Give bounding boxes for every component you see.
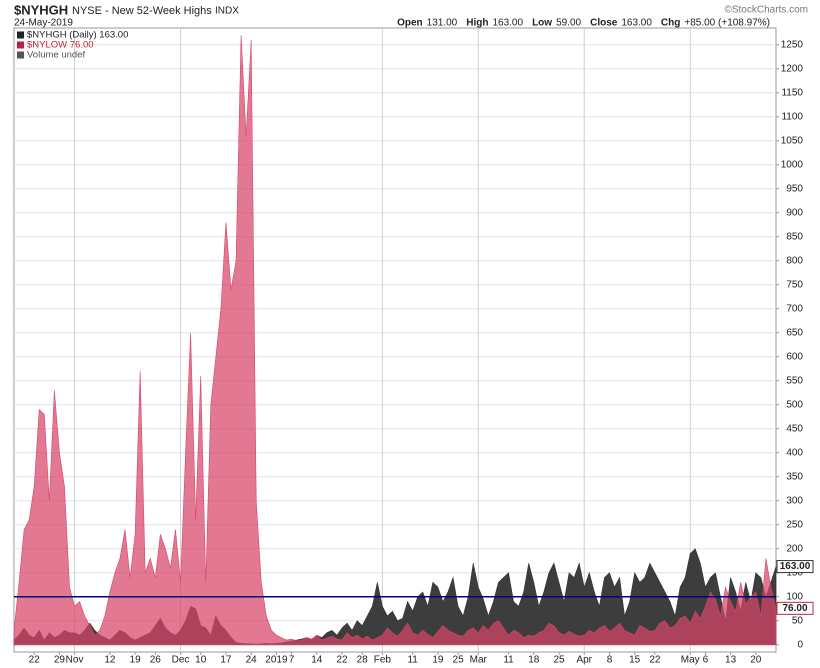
- y-tick-label: 500: [786, 399, 803, 410]
- area: [13, 35, 777, 646]
- x-tick-label: 12: [104, 655, 116, 666]
- x-tick-label: Mar: [470, 655, 488, 666]
- x-tick-label: 25: [453, 655, 465, 666]
- x-tick-label: 24: [246, 655, 258, 666]
- x-tick-label: 13: [725, 655, 737, 666]
- quote-value: 163.00: [621, 18, 652, 29]
- y-tick-label: 600: [786, 351, 803, 362]
- y-tick-label: 550: [786, 375, 803, 386]
- x-tick-label: 28: [357, 655, 369, 666]
- date: 24-May-2019: [14, 18, 73, 29]
- x-tick-label: 17: [220, 655, 232, 666]
- legend-swatch: [17, 51, 24, 59]
- y-tick-label: 400: [786, 447, 803, 458]
- x-tick-label: 14: [311, 655, 323, 666]
- symbol: $NYHGH: [14, 2, 68, 17]
- x-tick-label: 29: [54, 655, 66, 666]
- y-tick-label: 1100: [781, 111, 803, 122]
- quote-value: 163.00: [492, 18, 523, 29]
- y-tick-label: 450: [786, 423, 803, 434]
- quote-value: 131.00: [427, 18, 458, 29]
- x-tick-label: 10: [195, 655, 207, 666]
- x-tick-label: 8: [607, 655, 613, 666]
- y-tick-label: 200: [786, 543, 803, 554]
- legend-label: $NYLOW 76.00: [27, 40, 94, 51]
- x-tick-label: 25: [553, 655, 565, 666]
- y-tick-label: 300: [786, 495, 803, 506]
- x-tick-label: 15: [629, 655, 641, 666]
- y-tick-label: 1200: [781, 63, 804, 74]
- x-tick-label: 18: [528, 655, 540, 666]
- y-tick-label: 250: [786, 519, 803, 530]
- quote-value: +85.00 (+108.97%): [684, 18, 770, 29]
- last-value-tag: [776, 560, 814, 574]
- last-value-label: 163.00: [780, 561, 811, 572]
- legend-label: $NYHGH (Daily) 163.00: [27, 30, 128, 41]
- copyright: ©StockCharts.com: [724, 5, 808, 16]
- y-tick-label: 1250: [781, 39, 804, 50]
- y-tick-label: 800: [786, 255, 803, 266]
- quote-value: 59.00: [556, 18, 581, 29]
- y-tick-label: 700: [786, 303, 803, 314]
- x-tick-label: 22: [649, 655, 661, 666]
- y-tick-label: 1000: [781, 159, 804, 170]
- y-tick-label: 850: [786, 231, 803, 242]
- x-tick-label: 22: [336, 655, 348, 666]
- x-tick-label: May: [681, 655, 700, 666]
- y-tick-label: 950: [786, 183, 803, 194]
- y-tick-label: 50: [792, 615, 804, 626]
- quote-label: High: [466, 18, 488, 29]
- quote-label: Close: [590, 18, 618, 29]
- x-tick-label: Apr: [576, 655, 592, 666]
- x-tick-label: Nov: [66, 655, 84, 666]
- x-tick-label: 26: [150, 655, 162, 666]
- x-tick-label: 19: [432, 655, 444, 666]
- x-tick-label: Dec: [172, 655, 190, 666]
- quote-label: Open: [397, 18, 423, 29]
- x-tick-label: Feb: [374, 655, 392, 666]
- y-tick-label: 0: [797, 639, 803, 650]
- legend-swatch: [17, 31, 24, 39]
- y-tick-label: 1150: [781, 87, 803, 98]
- quote-label: Chg: [661, 18, 680, 29]
- legend-label: Volume undef: [27, 50, 85, 61]
- y-tick-label: 750: [786, 279, 803, 290]
- x-tick-label: 22: [29, 655, 41, 666]
- y-tick-label: 350: [786, 471, 803, 482]
- y-tick-label: 100: [786, 591, 803, 602]
- x-tick-label: 6: [703, 655, 709, 666]
- x-tick-label: 7: [289, 655, 295, 666]
- y-tick-label: 650: [786, 327, 803, 338]
- y-tick-label: 900: [786, 207, 803, 218]
- x-tick-label: 20: [750, 655, 762, 666]
- last-value-label: 76.00: [782, 603, 807, 614]
- legend-swatch: [17, 41, 24, 49]
- chart-title: NYSE - New 52-Week Highs: [72, 5, 212, 17]
- plot-frame: [13, 27, 777, 653]
- exchange: INDX: [215, 6, 239, 17]
- y-tick-label: 1050: [781, 135, 804, 146]
- last-value-tag: [776, 601, 814, 615]
- x-tick-label: 2019: [265, 655, 288, 666]
- x-tick-label: 11: [407, 655, 418, 666]
- x-tick-label: 19: [130, 655, 142, 666]
- quote-label: Low: [532, 18, 552, 29]
- x-tick-label: 11: [503, 655, 514, 666]
